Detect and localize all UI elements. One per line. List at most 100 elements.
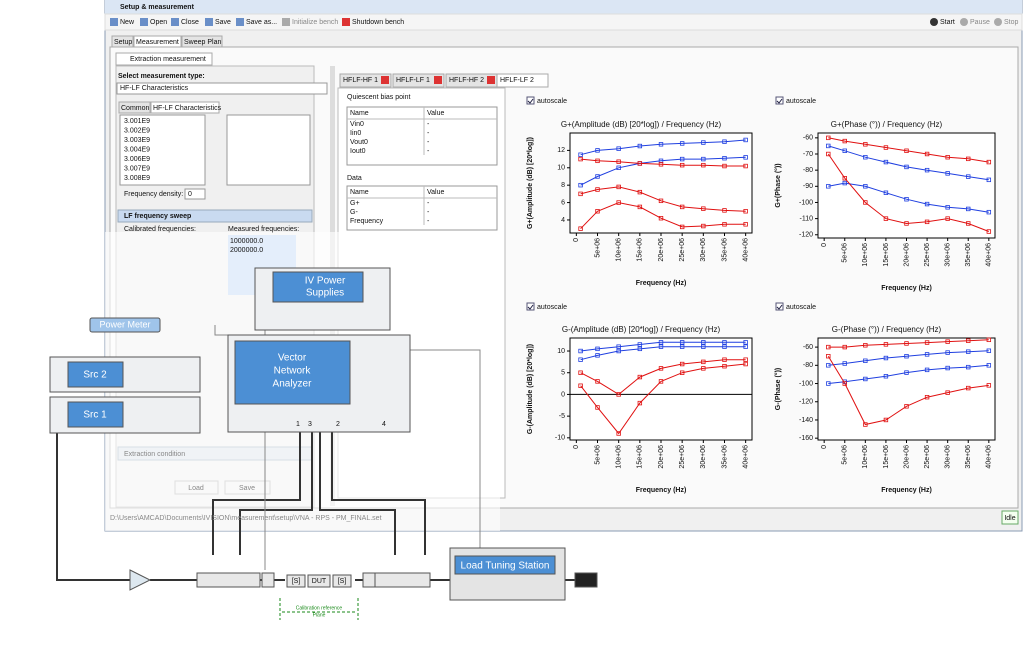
tool-button[interactable]: New [120, 19, 135, 26]
table-header: Value [427, 189, 444, 196]
series-line [827, 153, 989, 232]
table-cell: Frequency [350, 218, 384, 225]
tool-icon[interactable] [994, 18, 1002, 26]
x-axis-label: Frequency (Hz) [636, 280, 687, 287]
tool-icon[interactable] [205, 18, 213, 26]
checkbox[interactable] [775, 96, 784, 105]
tool-button[interactable]: Save as... [246, 19, 277, 26]
point-marker [722, 139, 727, 144]
dropdown-value[interactable]: HF-LF Characteristics [120, 85, 189, 92]
subtab[interactable] [118, 101, 151, 114]
data-table [346, 185, 498, 231]
tab-label[interactable]: HFLF-HF 1 [343, 77, 378, 84]
y-tick-label: 10 [557, 348, 565, 355]
section-title[interactable]: Extraction condition [124, 451, 185, 458]
point-marker [904, 197, 909, 202]
x-tick-label: 10e+06 [862, 445, 869, 469]
instrument-label: Load Tuning Station [461, 561, 550, 572]
list-item: 1000000.0 [230, 238, 263, 245]
tab[interactable] [115, 52, 213, 66]
checkbox-label[interactable]: autoscale [786, 304, 816, 311]
point-marker [883, 355, 889, 361]
result-tab[interactable] [339, 73, 392, 88]
tool-button[interactable]: Pause [970, 19, 990, 26]
result-tab[interactable] [392, 73, 445, 88]
tool-icon[interactable] [960, 18, 968, 26]
list-item: 3.001E9 [124, 118, 150, 125]
tool-button[interactable]: Stop [1004, 19, 1019, 26]
checkbox-label[interactable]: autoscale [537, 304, 567, 311]
label: Measured frequencies: [228, 226, 299, 233]
dropdown[interactable] [116, 82, 328, 95]
checkbox[interactable] [775, 302, 784, 311]
spinbox[interactable] [184, 188, 206, 200]
cal-label: Plane [313, 612, 326, 618]
checkbox[interactable] [526, 96, 535, 105]
close-icon[interactable] [434, 76, 442, 84]
x-tick-label: 35e+06 [965, 445, 972, 469]
table-cell: - [427, 139, 430, 146]
point-marker [578, 226, 583, 231]
tab-label[interactable]: HFLF-HF 2 [449, 77, 484, 84]
series-line [580, 158, 746, 167]
tool-icon[interactable] [110, 18, 118, 26]
tab-label[interactable]: Common [121, 105, 150, 112]
checkbox[interactable] [526, 302, 535, 311]
tab-label[interactable]: Extraction measurement [130, 56, 206, 63]
tab[interactable] [111, 35, 134, 48]
point-marker [826, 143, 831, 149]
button-label[interactable]: Load [188, 485, 204, 492]
subtab[interactable] [150, 101, 220, 114]
tab-label[interactable]: Measurement [136, 39, 179, 46]
tab-label[interactable]: HFLF-LF 2 [500, 77, 534, 84]
point-marker [945, 171, 950, 176]
label: Frequency density: [124, 191, 183, 198]
tool-icon[interactable] [930, 18, 938, 26]
checkbox-label[interactable]: autoscale [537, 98, 567, 105]
tool-button[interactable]: Open [150, 19, 167, 26]
point-marker [701, 206, 706, 211]
point-marker [924, 340, 930, 345]
tool-icon[interactable] [282, 18, 290, 26]
point-marker [679, 344, 685, 349]
close-icon[interactable] [381, 76, 389, 84]
tool-icon[interactable] [342, 18, 350, 26]
point-marker [863, 155, 868, 160]
x-axis-label: Frequency (Hz) [636, 487, 687, 494]
section-title[interactable]: LF frequency sweep [124, 213, 191, 220]
termination [574, 572, 598, 588]
tool-button[interactable]: Close [181, 19, 199, 26]
tab-label[interactable]: Sweep Plan [184, 39, 221, 46]
tool-icon[interactable] [171, 18, 179, 26]
checkbox-label[interactable]: autoscale [786, 98, 816, 105]
spin-value: 0 [188, 191, 192, 198]
tool-icon[interactable] [140, 18, 148, 26]
point-marker [904, 354, 909, 359]
checkmark [527, 98, 534, 104]
point-marker [986, 363, 992, 368]
point-marker [966, 174, 971, 179]
tool-button[interactable]: Save [215, 19, 231, 26]
result-tab[interactable] [496, 73, 549, 88]
x-tick-label: 0 [573, 238, 580, 242]
point-marker [826, 354, 831, 359]
tool-icon[interactable] [236, 18, 244, 26]
section-header[interactable] [117, 209, 313, 223]
tool-button[interactable]: Initialize bench [292, 19, 338, 26]
point-marker [924, 151, 930, 157]
instrument-label: Supplies [306, 288, 344, 299]
tab[interactable] [133, 35, 182, 48]
point-marker [842, 344, 847, 350]
tool-button[interactable]: Shutdown bench [352, 19, 404, 26]
tab[interactable] [181, 35, 223, 48]
close-icon[interactable] [487, 76, 495, 84]
tab-label[interactable]: Setup [114, 39, 132, 46]
tool-button[interactable]: Start [940, 19, 955, 26]
point-marker [743, 163, 748, 169]
tab-label[interactable]: HF-LF Characteristics [153, 105, 222, 112]
button-label[interactable]: Save [239, 485, 255, 492]
tab-label[interactable]: HFLF-LF 1 [396, 77, 430, 84]
table-cell: - [427, 148, 430, 155]
series-line [580, 202, 746, 230]
